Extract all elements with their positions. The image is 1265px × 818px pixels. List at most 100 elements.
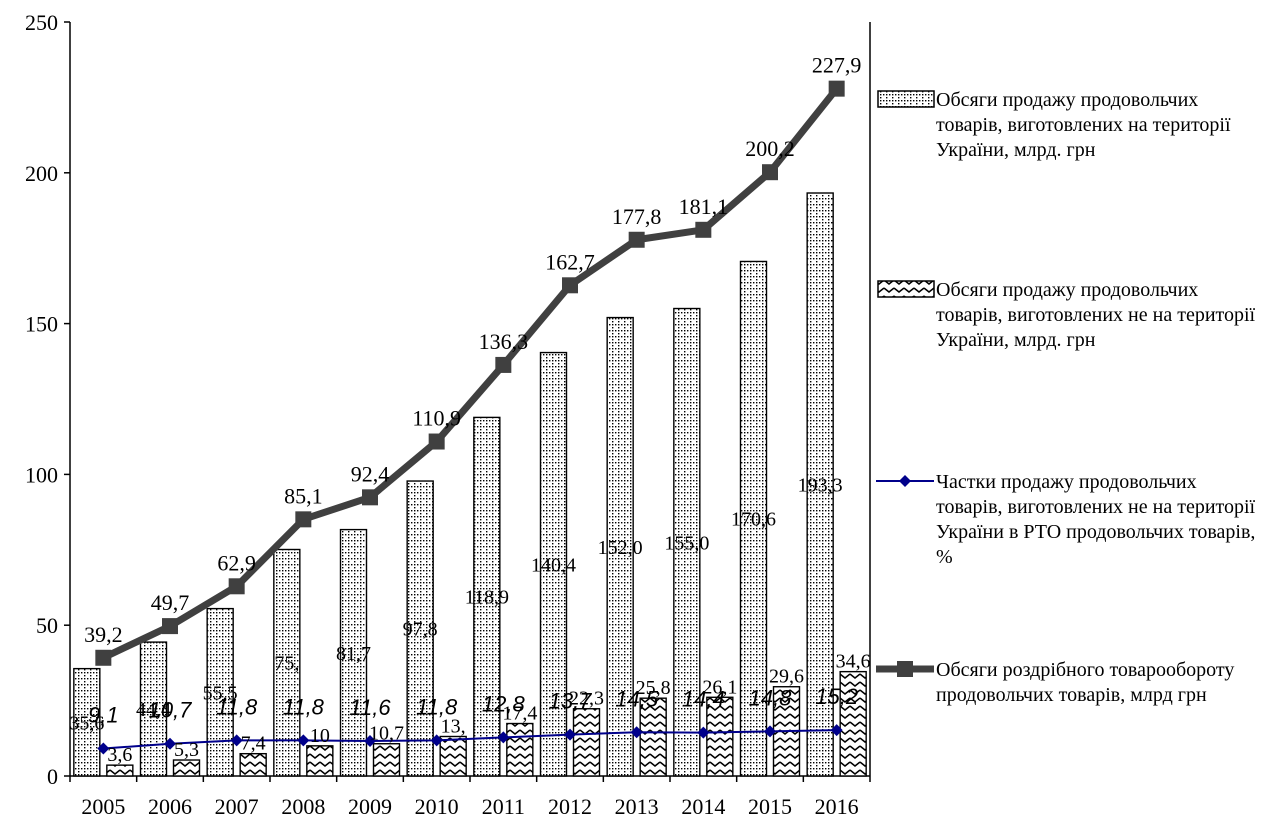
label-retail-turnover: 200,2 — [745, 136, 795, 161]
label-domestic: 35,6 — [69, 712, 104, 734]
label-import-share: 14,8 — [749, 685, 793, 710]
label-imported: 3,6 — [107, 744, 132, 766]
label-domestic: 81,7 — [336, 643, 371, 665]
label-retail-turnover: 227,9 — [812, 53, 862, 78]
label-retail-turnover: 62,9 — [217, 550, 256, 575]
y-tick-label: 200 — [25, 161, 58, 186]
bar-domestic — [606, 316, 634, 777]
bar-imported — [172, 759, 201, 777]
marker-retail-turnover — [762, 164, 778, 181]
label-retail-turnover: 110,9 — [412, 406, 461, 431]
x-tick-label: 2011 — [482, 794, 525, 818]
marker-retail-turnover — [228, 578, 245, 595]
marker-retail-turnover — [628, 231, 645, 248]
label-imported: 25,8 — [636, 677, 671, 699]
marker-import-share — [630, 726, 643, 739]
x-tick-label: 2007 — [215, 794, 259, 818]
marker-retail-turnover — [295, 511, 312, 528]
bar-imported — [372, 743, 401, 777]
line-import-share — [103, 729, 837, 750]
marker-retail-turnover — [95, 649, 112, 666]
marker-import-share — [430, 734, 443, 747]
x-tick-label: 2005 — [81, 794, 125, 818]
bar-imported — [306, 745, 334, 777]
bar-imported — [839, 670, 867, 777]
marker-import-share — [364, 735, 376, 748]
label-imported: 10 — [310, 725, 330, 747]
label-imported: 5,3 — [174, 739, 199, 761]
bar-imported — [639, 697, 667, 777]
bar-domestic — [739, 260, 768, 777]
bar-imported — [706, 696, 734, 777]
marker-import-share — [764, 725, 776, 738]
bar-imported — [506, 722, 534, 777]
label-retail-turnover: 136,3 — [479, 329, 529, 354]
x-tick-label: 2012 — [548, 794, 592, 818]
marker-import-share — [230, 734, 243, 747]
marker-retail-turnover — [495, 356, 512, 373]
bar-domestic — [539, 351, 568, 777]
bar-domestic — [406, 480, 434, 777]
marker-import-share — [164, 737, 176, 750]
label-retail-turnover: 162,7 — [545, 249, 595, 274]
marker-retail-turnover — [362, 489, 378, 506]
label-imported: 29,6 — [769, 666, 804, 688]
bar-domestic — [273, 548, 301, 777]
x-tick-label: 2010 — [415, 794, 459, 818]
marker-retail-turnover — [428, 433, 445, 450]
marker-import-share — [497, 731, 510, 744]
x-tick-label: 2015 — [748, 794, 792, 818]
label-retail-turnover: 49,7 — [151, 590, 190, 615]
x-tick-label: 2009 — [348, 794, 392, 818]
legend-swatch-dotted — [877, 90, 935, 108]
label-domestic: 44,4 — [136, 699, 171, 721]
label-import-share: 11,8 — [416, 694, 458, 719]
label-imported: 34,6 — [836, 651, 871, 673]
label-import-share: 11,8 — [283, 694, 325, 719]
bar-imported — [106, 764, 134, 777]
label-retail-turnover: 177,8 — [612, 204, 662, 229]
label-imported: 13, — [441, 715, 466, 737]
label-retail-turnover: 92,4 — [351, 461, 390, 486]
legend-label: Обсяги продажу продовольчих товарів, виг… — [936, 279, 1256, 351]
label-import-share: 11,6 — [349, 695, 391, 720]
label-import-share: 14,5 — [615, 686, 659, 711]
label-imported: 22,3 — [569, 688, 604, 710]
label-import-share: 12,8 — [482, 691, 526, 716]
marker-retail-turnover — [695, 221, 712, 238]
axes: 0 50 100 150 200 250 2005 2006 2007 2008 2009 2010 2… — [25, 10, 871, 818]
label-retail-turnover: 39,2 — [84, 622, 123, 647]
label-domestic: 55,5 — [203, 682, 238, 704]
label-domestic: 170,6 — [731, 509, 776, 531]
legend-label: Обсяги роздрібного товарообороту продово… — [936, 659, 1235, 706]
label-retail-turnover: 85,1 — [284, 483, 323, 508]
legend-label: Обсяги продажу продовольчих товарів, виг… — [936, 89, 1231, 161]
bars — [73, 192, 867, 777]
y-tick-label: 150 — [25, 312, 58, 337]
label-imported: 26,1 — [702, 676, 737, 698]
x-tick-label: 2013 — [615, 794, 659, 818]
bar-domestic — [806, 192, 834, 777]
bar-imported — [439, 735, 467, 777]
bar-domestic — [339, 528, 368, 777]
label-domestic: 193,3 — [798, 475, 843, 497]
label-import-share: 11,8 — [216, 694, 258, 719]
label-domestic: 140,4 — [531, 554, 576, 576]
y-tick-label: 50 — [36, 613, 58, 638]
label-retail-turnover: 181,1 — [679, 194, 729, 219]
label-import-share: 9,1 — [88, 703, 119, 728]
label-imported: 17,4 — [502, 703, 537, 725]
y-tick-label: 250 — [25, 10, 58, 35]
x-tick-label: 2006 — [148, 794, 192, 818]
label-domestic: 97,8 — [403, 619, 438, 641]
bar-imported — [572, 708, 601, 777]
marker-import-share — [697, 726, 710, 739]
marker-import-share — [564, 728, 576, 741]
label-import-share: 13,7 — [549, 689, 593, 714]
label-domestic: 75, — [274, 653, 299, 675]
label-import-share: 10,7 — [149, 698, 193, 723]
x-tick-label: 2014 — [681, 794, 725, 818]
lines — [95, 80, 845, 755]
bar-domestic — [139, 641, 168, 777]
bar-domestic — [473, 416, 501, 777]
